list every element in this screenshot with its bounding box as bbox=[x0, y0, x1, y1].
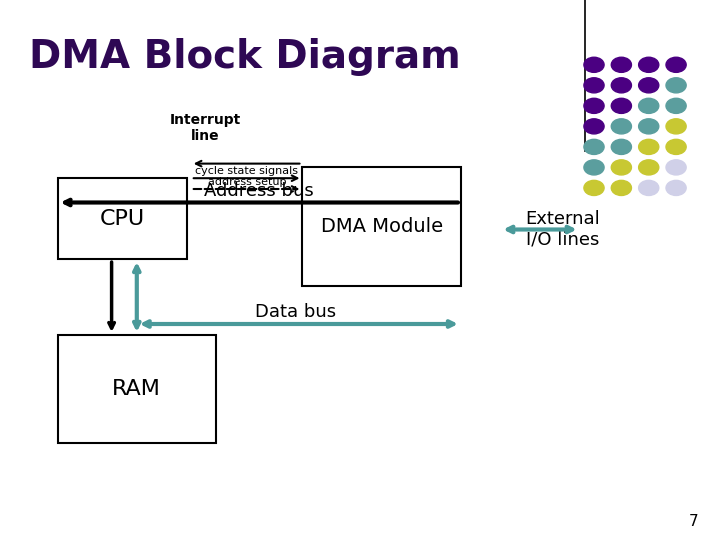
Circle shape bbox=[639, 57, 659, 72]
Circle shape bbox=[611, 160, 631, 175]
Circle shape bbox=[639, 119, 659, 134]
Circle shape bbox=[584, 119, 604, 134]
Circle shape bbox=[611, 78, 631, 93]
Text: Address bus: Address bus bbox=[204, 182, 314, 200]
Circle shape bbox=[584, 78, 604, 93]
Circle shape bbox=[666, 57, 686, 72]
Circle shape bbox=[584, 160, 604, 175]
Circle shape bbox=[666, 160, 686, 175]
Circle shape bbox=[611, 119, 631, 134]
Bar bbox=[58, 335, 216, 443]
Text: DMA Block Diagram: DMA Block Diagram bbox=[29, 38, 461, 76]
Bar bbox=[302, 167, 461, 286]
Circle shape bbox=[584, 180, 604, 195]
Circle shape bbox=[666, 78, 686, 93]
Text: 7: 7 bbox=[689, 514, 698, 529]
Circle shape bbox=[639, 160, 659, 175]
Circle shape bbox=[639, 180, 659, 195]
Circle shape bbox=[639, 98, 659, 113]
Bar bbox=[58, 178, 187, 259]
Text: cycle state signals: cycle state signals bbox=[195, 166, 299, 176]
Circle shape bbox=[584, 57, 604, 72]
Circle shape bbox=[611, 180, 631, 195]
Circle shape bbox=[584, 98, 604, 113]
Circle shape bbox=[584, 139, 604, 154]
Circle shape bbox=[611, 98, 631, 113]
Text: Data bus: Data bus bbox=[255, 303, 336, 321]
Text: DMA Module: DMA Module bbox=[320, 217, 443, 237]
Circle shape bbox=[611, 57, 631, 72]
Text: RAM: RAM bbox=[112, 379, 161, 399]
Text: address setup: address setup bbox=[207, 177, 287, 187]
Circle shape bbox=[666, 139, 686, 154]
Circle shape bbox=[666, 98, 686, 113]
Text: External
I/O lines: External I/O lines bbox=[526, 210, 600, 249]
Text: CPU: CPU bbox=[100, 208, 145, 229]
Circle shape bbox=[666, 119, 686, 134]
Circle shape bbox=[639, 139, 659, 154]
Text: Interrupt
line: Interrupt line bbox=[170, 113, 240, 143]
Circle shape bbox=[639, 78, 659, 93]
Circle shape bbox=[611, 139, 631, 154]
Circle shape bbox=[666, 180, 686, 195]
